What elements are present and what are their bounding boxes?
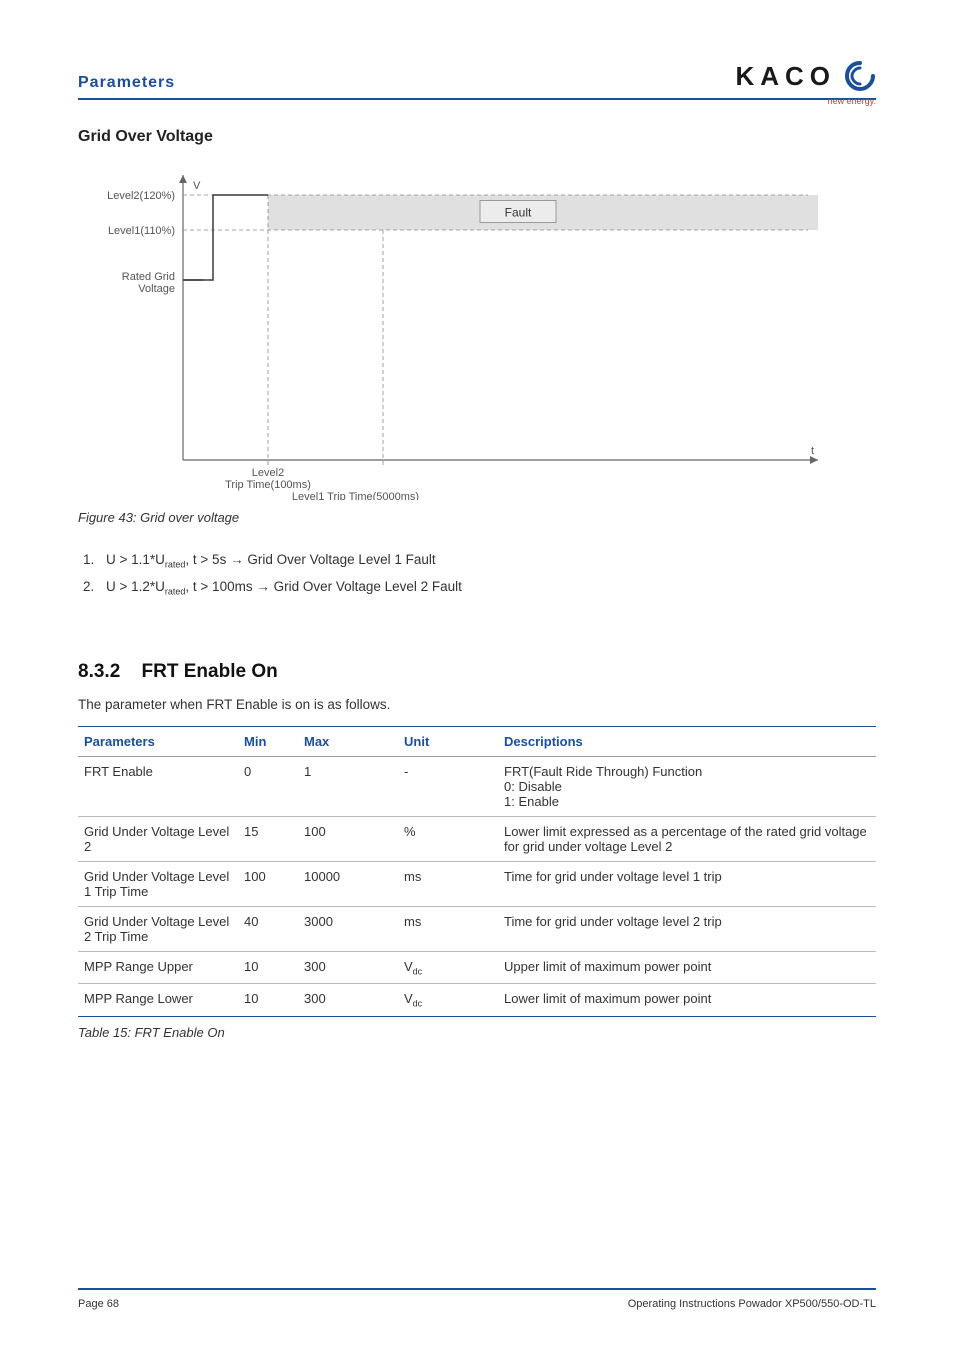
table-cell: Lower limit expressed as a percentage of… — [498, 816, 876, 861]
table-row: Grid Under Voltage Level 215100%Lower li… — [78, 816, 876, 861]
table-cell: FRT Enable — [78, 756, 238, 816]
table-cell: 40 — [238, 906, 298, 951]
chart-container: Level2(120%) Level1(110%) Rated GridVoltag… — [78, 160, 876, 500]
table-column-header: Max — [298, 726, 398, 756]
svg-text:Trip Time(100ms): Trip Time(100ms) — [225, 479, 311, 491]
fault-conditions-list: U > 1.1*Urated, t > 5s → Grid Over Volta… — [98, 547, 876, 601]
header-section-title: Parameters — [78, 74, 175, 92]
fault-condition: U > 1.1*Urated, t > 5s → Grid Over Volta… — [98, 547, 876, 574]
table-cell: 300 — [298, 951, 398, 984]
table-column-header: Parameters — [78, 726, 238, 756]
parameters-table: ParametersMinMaxUnitDescriptions FRT Ena… — [78, 726, 876, 1017]
section-heading: 8.3.2 FRT Enable On — [78, 661, 876, 683]
logo-subtitle: new energy. — [828, 96, 876, 106]
table-column-header: Descriptions — [498, 726, 876, 756]
table-column-header: Unit — [398, 726, 498, 756]
table-cell: 0 — [238, 756, 298, 816]
svg-text:Fault: Fault — [505, 206, 532, 220]
table-cell: ms — [398, 906, 498, 951]
table-cell: % — [398, 816, 498, 861]
fault-condition: U > 1.2*Urated, t > 100ms → Grid Over Vo… — [98, 574, 876, 601]
table-header: ParametersMinMaxUnitDescriptions — [78, 726, 876, 756]
table-cell: 15 — [238, 816, 298, 861]
svg-text:Level2(120%): Level2(120%) — [107, 190, 175, 202]
table-cell: Grid Under Voltage Level 2 Trip Time — [78, 906, 238, 951]
table-cell: Vdc — [398, 984, 498, 1017]
svg-text:Level1 Trip Time(5000ms): Level1 Trip Time(5000ms) — [292, 491, 419, 500]
table-cell: MPP Range Upper — [78, 951, 238, 984]
table-cell: Time for grid under voltage level 2 trip — [498, 906, 876, 951]
table-row: Grid Under Voltage Level 1 Trip Time1001… — [78, 861, 876, 906]
table-cell: 10000 — [298, 861, 398, 906]
table-cell: Grid Under Voltage Level 2 — [78, 816, 238, 861]
table-cell: 300 — [298, 984, 398, 1017]
svg-text:t: t — [811, 445, 814, 457]
table-row: MPP Range Upper10300VdcUpper limit of ma… — [78, 951, 876, 984]
table-cell: Lower limit of maximum power point — [498, 984, 876, 1017]
chart-title: Grid Over Voltage — [78, 128, 876, 146]
table-cell: 3000 — [298, 906, 398, 951]
svg-text:V: V — [193, 180, 201, 192]
table-cell: 100 — [238, 861, 298, 906]
table-cell: Time for grid under voltage level 1 trip — [498, 861, 876, 906]
section-intro: The parameter when FRT Enable is on is a… — [78, 697, 876, 712]
svg-text:Voltage: Voltage — [138, 283, 175, 295]
svg-text:Level2: Level2 — [252, 467, 284, 479]
table-row: Grid Under Voltage Level 2 Trip Time4030… — [78, 906, 876, 951]
footer-page-number: Page 68 — [78, 1298, 119, 1310]
table-cell: FRT(Fault Ride Through) Function0: Disab… — [498, 756, 876, 816]
table-cell: 1 — [298, 756, 398, 816]
table-row: MPP Range Lower10300VdcLower limit of ma… — [78, 984, 876, 1017]
svg-text:Level1(110%): Level1(110%) — [108, 225, 175, 237]
table-cell: ms — [398, 861, 498, 906]
logo: KACO — [735, 60, 876, 92]
logo-text: KACO — [735, 61, 836, 92]
table-cell: - — [398, 756, 498, 816]
table-cell: MPP Range Lower — [78, 984, 238, 1017]
table-cell: 100 — [298, 816, 398, 861]
section-number: 8.3.2 — [78, 661, 120, 682]
swirl-icon — [844, 60, 876, 92]
svg-text:Rated Grid: Rated Grid — [122, 271, 175, 283]
table-body: FRT Enable01-FRT(Fault Ride Through) Fun… — [78, 756, 876, 1016]
table-cell: 10 — [238, 984, 298, 1017]
section-title: FRT Enable On — [142, 661, 278, 682]
table-cell: Grid Under Voltage Level 1 Trip Time — [78, 861, 238, 906]
table-cell: Upper limit of maximum power point — [498, 951, 876, 984]
grid-over-voltage-chart: Level2(120%) Level1(110%) Rated GridVoltag… — [88, 160, 828, 500]
page-footer: Page 68 Operating Instructions Powador X… — [78, 1288, 876, 1310]
page-header: Parameters KACO — [78, 60, 876, 100]
table-caption: Table 15: FRT Enable On — [78, 1025, 876, 1040]
footer-doc-title: Operating Instructions Powador XP500/550… — [628, 1298, 876, 1310]
table-cell: 10 — [238, 951, 298, 984]
figure-caption: Figure 43: Grid over voltage — [78, 510, 876, 525]
table-column-header: Min — [238, 726, 298, 756]
table-cell: Vdc — [398, 951, 498, 984]
table-row: FRT Enable01-FRT(Fault Ride Through) Fun… — [78, 756, 876, 816]
